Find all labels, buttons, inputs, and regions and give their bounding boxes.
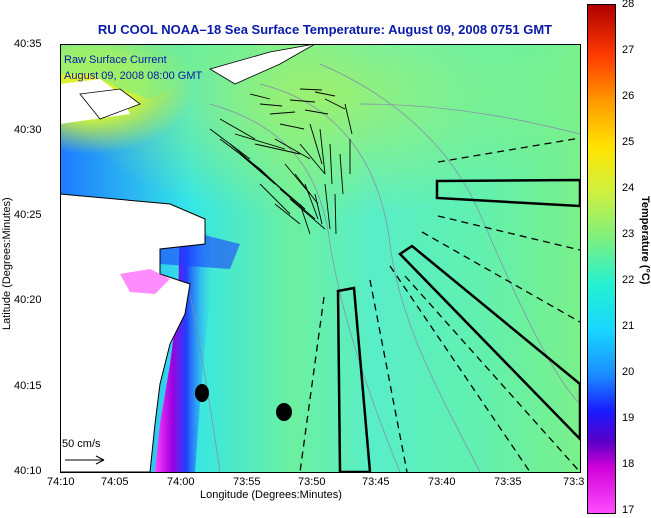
colorbar-tick: 18 [622, 458, 635, 470]
x-tick: 73:50 [298, 476, 326, 488]
current-vectors [209, 88, 353, 235]
y-tick: 40:20 [14, 294, 42, 306]
survey-box [398, 244, 580, 441]
land [79, 88, 141, 120]
land [60, 193, 206, 472]
transect-lines [299, 137, 580, 472]
colorbar-tick: 23 [622, 228, 635, 240]
x-tick: 74:05 [101, 476, 129, 488]
y-tick: 40:10 [14, 465, 42, 477]
x-tick: 74:00 [167, 476, 195, 488]
y-axis-label: Latitude (Degrees:Minutes) [1, 197, 13, 330]
current-legend-line2: August 09, 2008 08:00 GMT [64, 70, 203, 82]
mooring-marker [276, 403, 292, 421]
colorbar-tick: 25 [622, 136, 635, 148]
x-tick: 73:35 [494, 476, 522, 488]
survey-box [336, 286, 372, 472]
land [209, 44, 316, 85]
colorbar-tick: 20 [622, 366, 635, 378]
colorbar-tick: 24 [622, 182, 635, 194]
colorbar-tick: 27 [622, 44, 635, 56]
coastal-upwelling [155, 214, 212, 472]
map-title: RU COOL NOAA–18 Sea Surface Temperature:… [97, 22, 553, 37]
colorbar-tick: 28 [622, 0, 635, 10]
colorbar-tick: 22 [622, 274, 635, 286]
survey-box [435, 178, 580, 208]
y-tick: 40:30 [14, 124, 42, 136]
y-tick: 40:15 [14, 380, 42, 392]
x-tick: 73:55 [233, 476, 261, 488]
x-tick: 73:45 [362, 476, 390, 488]
colorbar-tick: 26 [622, 90, 635, 102]
x-axis-label: Longitude (Degrees:Minutes) [200, 489, 342, 501]
bay-cold [120, 269, 170, 294]
sst-map[interactable] [60, 44, 580, 472]
y-tick: 40:25 [14, 209, 42, 221]
current-legend-line1: Raw Surface Current [64, 54, 167, 66]
mooring-marker [195, 384, 209, 402]
scale-label: 50 cm/s [62, 438, 101, 450]
colorbar-tick: 21 [622, 320, 635, 332]
sst-map-svg [60, 44, 580, 472]
x-tick: 73:3 [563, 476, 585, 488]
ocean-warm-patch [60, 44, 260, 99]
colorbar [587, 4, 616, 514]
x-tick: 73:40 [428, 476, 456, 488]
y-tick: 40:35 [14, 38, 42, 50]
scale-arrow [65, 455, 105, 465]
colorbar-tick: 17 [622, 504, 635, 516]
x-tick: 74:10 [47, 476, 75, 488]
colorbar-label: Temperature (°C) [639, 196, 651, 285]
plot-frame [60, 44, 581, 473]
colorbar-tick: 19 [622, 412, 635, 424]
